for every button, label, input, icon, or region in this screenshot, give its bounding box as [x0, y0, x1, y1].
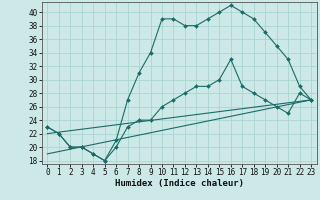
X-axis label: Humidex (Indice chaleur): Humidex (Indice chaleur): [115, 179, 244, 188]
